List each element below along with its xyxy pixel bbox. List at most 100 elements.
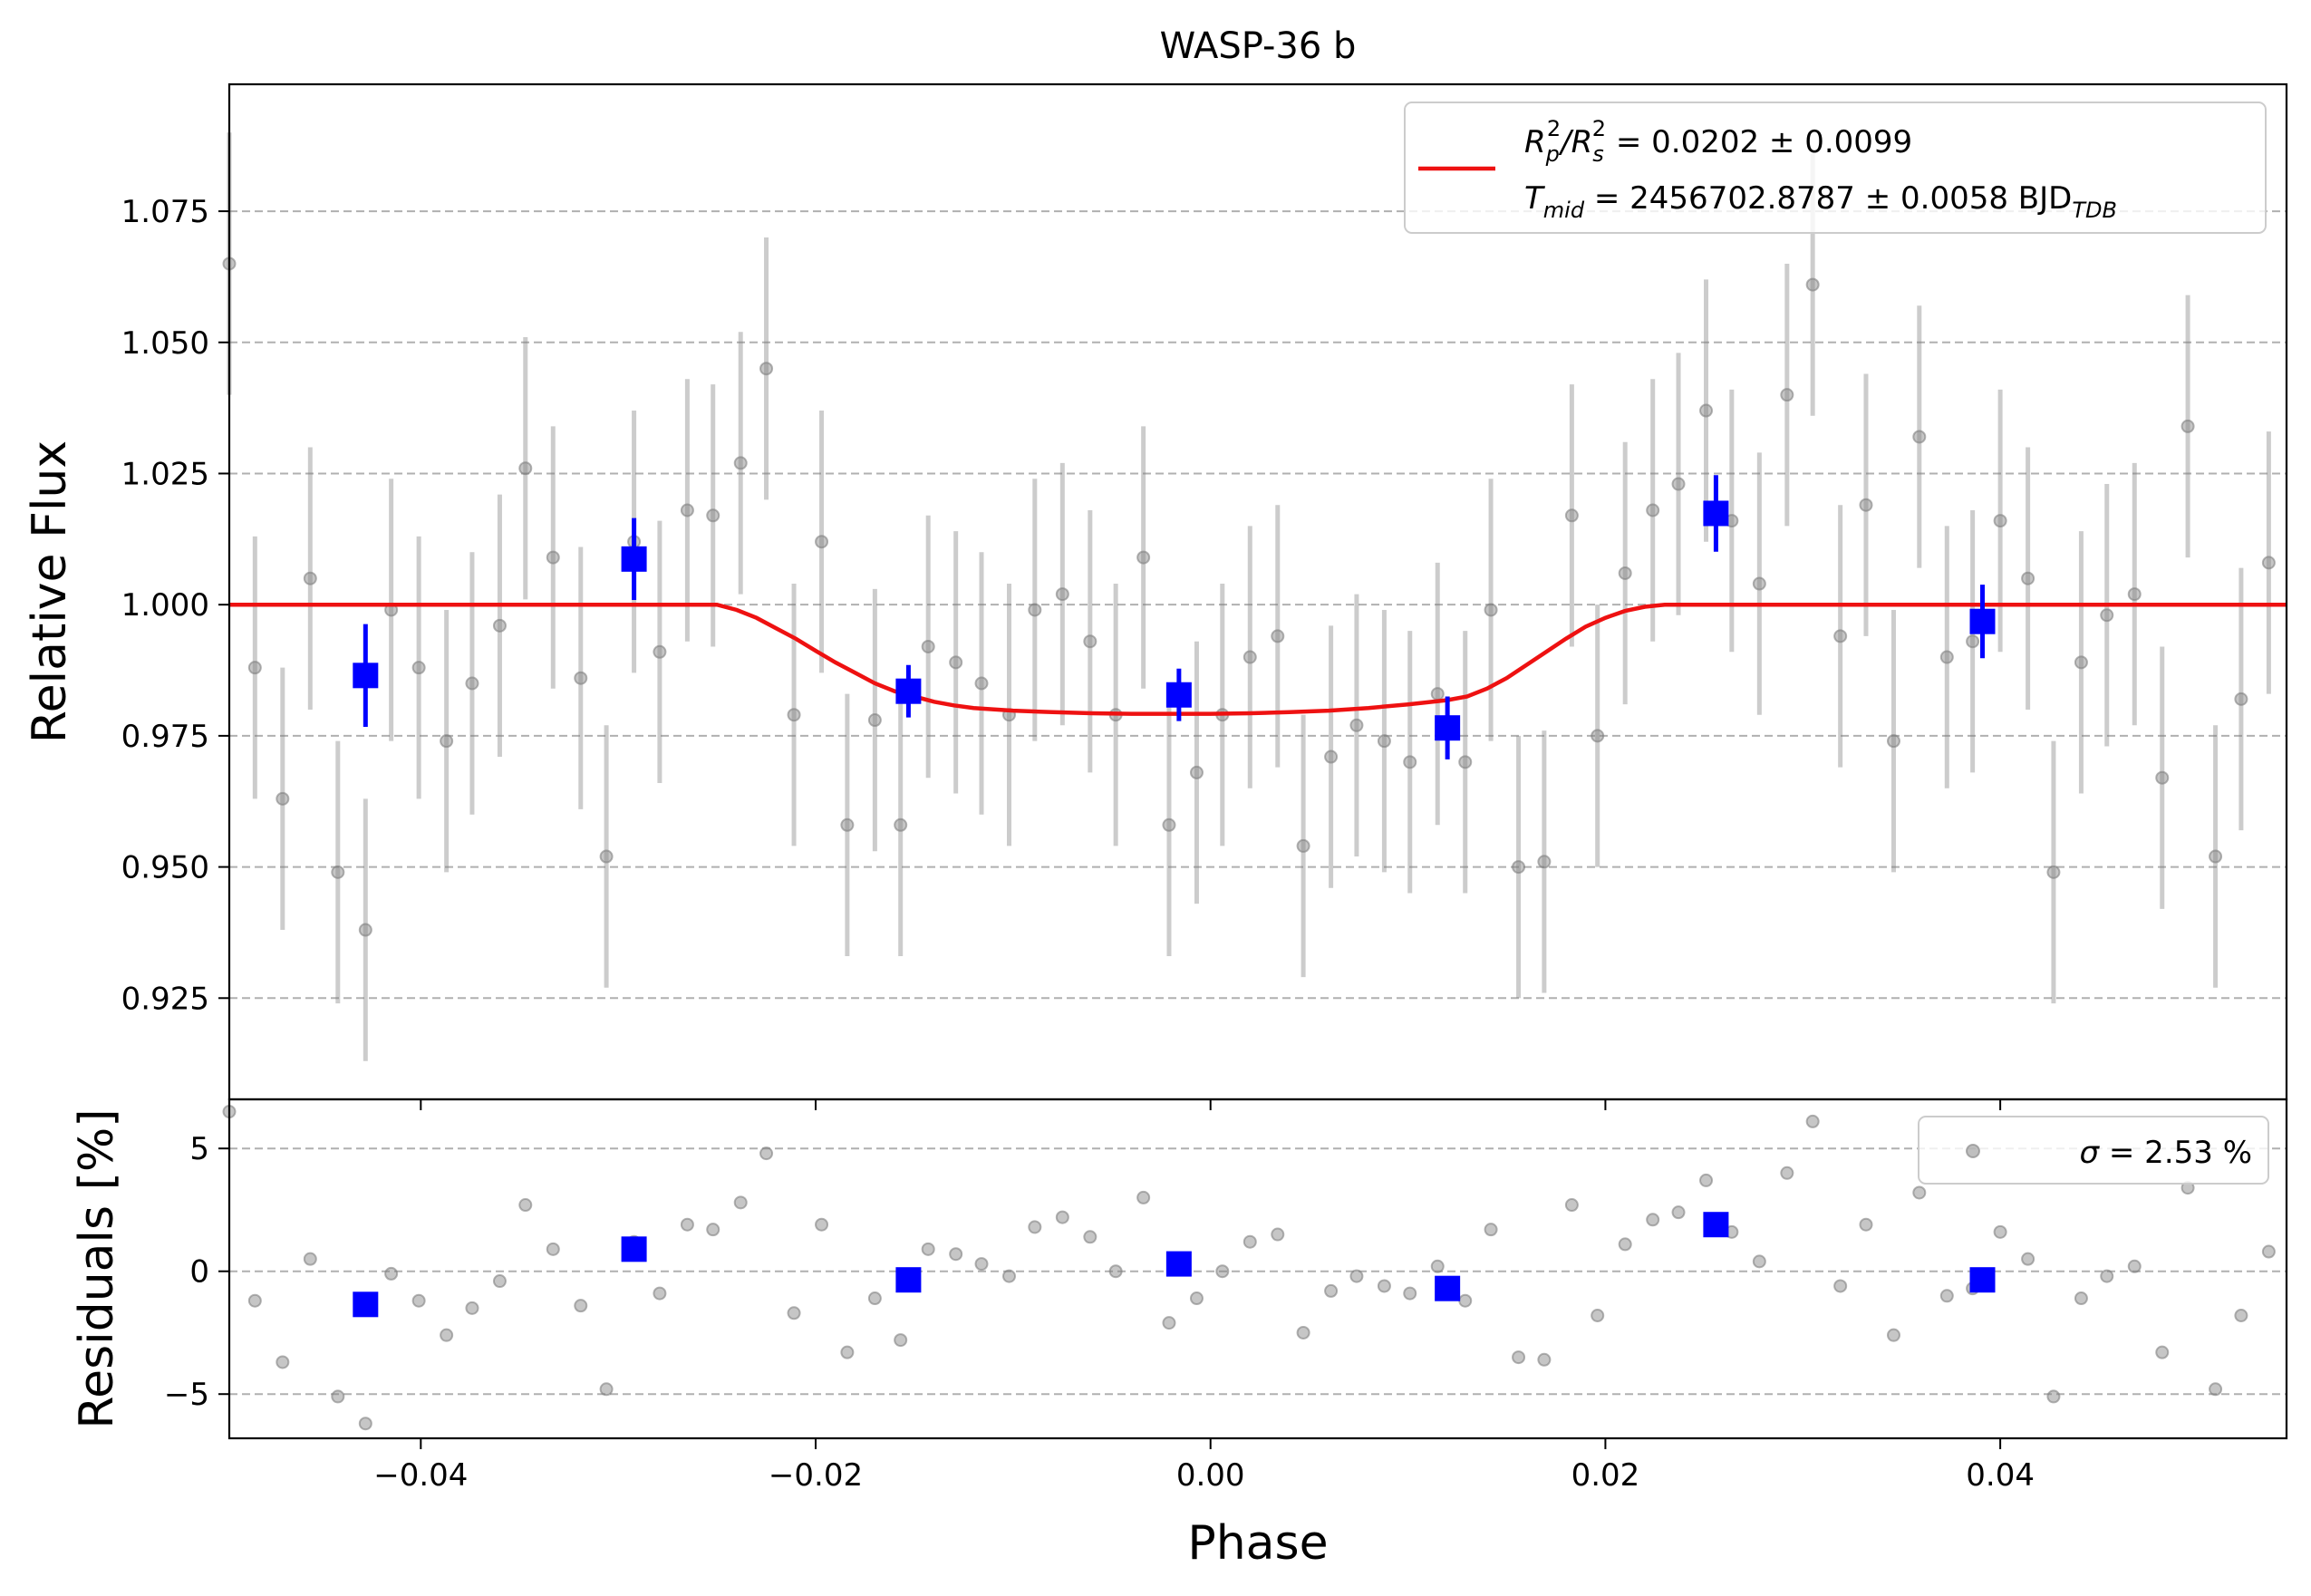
data-point bbox=[1993, 514, 2007, 528]
data-point bbox=[1699, 403, 1714, 418]
y-tick-label: 0.925 bbox=[121, 981, 209, 1017]
data-point bbox=[331, 865, 345, 879]
data-point bbox=[1349, 1269, 1364, 1283]
binned-point bbox=[1435, 1275, 1461, 1301]
legend-t-sub: mid bbox=[1543, 198, 1585, 223]
data-point bbox=[1886, 1328, 1900, 1342]
data-point bbox=[574, 1299, 588, 1313]
data-point bbox=[1324, 750, 1339, 764]
data-point bbox=[1189, 765, 1204, 779]
data-point bbox=[599, 1382, 614, 1397]
data-point bbox=[706, 1223, 720, 1237]
data-point bbox=[1537, 1352, 1552, 1367]
data-point bbox=[2074, 1291, 2088, 1306]
data-point bbox=[1349, 718, 1364, 732]
data-point bbox=[1243, 650, 1257, 664]
binned-point bbox=[353, 663, 379, 689]
binned-point bbox=[621, 546, 647, 572]
data-point bbox=[1243, 1234, 1257, 1249]
data-point bbox=[1671, 1205, 1686, 1220]
x-tick-label: −0.02 bbox=[769, 1457, 863, 1494]
data-point bbox=[1512, 860, 1526, 875]
y-tick-label: −5 bbox=[164, 1377, 209, 1413]
data-point bbox=[1859, 498, 1873, 512]
data-point bbox=[921, 639, 935, 653]
binned-point bbox=[353, 1291, 379, 1318]
data-point bbox=[1564, 508, 1579, 523]
data-point bbox=[1939, 650, 1954, 664]
flux-legend: Rp2/Rs2 = 0.0202 ± 0.0099 Tmid = 2456702… bbox=[1404, 102, 2267, 234]
data-point bbox=[546, 550, 560, 565]
legend-rs-sup: 2 bbox=[1592, 116, 1606, 141]
data-point bbox=[787, 1306, 801, 1320]
data-point bbox=[1324, 1283, 1339, 1298]
data-point bbox=[1458, 755, 1473, 769]
data-point bbox=[680, 1217, 694, 1232]
data-point bbox=[518, 461, 533, 476]
transit-model-curve bbox=[229, 602, 2287, 716]
data-point bbox=[2261, 556, 2276, 570]
data-point bbox=[867, 713, 882, 728]
data-point bbox=[1271, 629, 1285, 643]
legend-sigma-entry: σ = 2.53 % bbox=[2080, 1135, 2252, 1171]
residuals-binned-points bbox=[353, 1212, 1996, 1318]
flux-x-ticks bbox=[420, 1099, 2002, 1110]
data-point bbox=[680, 503, 694, 517]
data-point bbox=[247, 661, 262, 675]
data-point bbox=[759, 1146, 774, 1161]
data-point bbox=[2046, 1389, 2061, 1404]
y-tick-label: 0 bbox=[189, 1254, 209, 1291]
data-point bbox=[1752, 1254, 1766, 1269]
residuals-y-axis-label: Residuals [%] bbox=[70, 1108, 124, 1428]
data-point bbox=[894, 1333, 908, 1348]
data-point bbox=[1136, 550, 1151, 565]
y-tick-label: 1.075 bbox=[121, 194, 209, 230]
data-point bbox=[2127, 1259, 2142, 1273]
data-point bbox=[1403, 755, 1417, 769]
data-point bbox=[331, 1389, 345, 1404]
data-point bbox=[815, 1217, 829, 1232]
data-point bbox=[518, 1198, 533, 1213]
data-point bbox=[1780, 388, 1794, 402]
data-point bbox=[276, 1355, 290, 1369]
data-point bbox=[1296, 838, 1310, 853]
data-point bbox=[440, 734, 454, 749]
data-point bbox=[1002, 1269, 1017, 1283]
data-point bbox=[2234, 692, 2248, 706]
data-point bbox=[2209, 1382, 2223, 1397]
legend-tdb-sub: TDB bbox=[2072, 198, 2117, 223]
data-point bbox=[1055, 1210, 1069, 1224]
data-point bbox=[1458, 1293, 1473, 1308]
data-point bbox=[1912, 430, 1927, 444]
data-point bbox=[1618, 566, 1632, 580]
legend-rp-rs-entry: Rp2/Rs2 = 0.0202 ± 0.0099 bbox=[1524, 116, 1912, 167]
data-point bbox=[787, 708, 801, 722]
data-point bbox=[1564, 1198, 1579, 1213]
data-point bbox=[303, 571, 317, 585]
data-point bbox=[1537, 855, 1552, 869]
legend-rs-sub: s bbox=[1592, 141, 1604, 167]
data-point bbox=[1136, 1190, 1151, 1204]
data-point bbox=[653, 1286, 667, 1301]
residuals-panel-frame bbox=[227, 1098, 2288, 1440]
data-point bbox=[2021, 1252, 2035, 1266]
data-point bbox=[440, 1328, 454, 1342]
data-point bbox=[1484, 1223, 1498, 1237]
flux-y-axis-label: Relative Flux bbox=[23, 440, 77, 743]
flux-panel-frame bbox=[227, 82, 2288, 1101]
data-point bbox=[358, 1417, 372, 1431]
x-tick-label: 0.00 bbox=[1176, 1457, 1245, 1494]
data-point bbox=[1403, 1286, 1417, 1301]
residuals-panel: −5 0 5 −0.04 −0.02 0.00 0.02 0.04 Residuals [%… bbox=[70, 1098, 2288, 1571]
legend-residual-marker bbox=[1966, 1144, 1980, 1158]
data-point bbox=[815, 535, 829, 549]
data-point bbox=[1833, 629, 1848, 643]
data-point bbox=[2155, 1345, 2170, 1359]
data-point bbox=[1028, 603, 1042, 617]
legend-rp-symbol: R bbox=[1524, 124, 1546, 160]
flux-error-bars bbox=[227, 132, 2271, 1061]
legend-rp-rs-value: = 0.0202 ± 0.0099 bbox=[1606, 124, 1912, 160]
data-point bbox=[1162, 1316, 1176, 1330]
data-point bbox=[2209, 849, 2223, 864]
data-point bbox=[1993, 1224, 2007, 1239]
